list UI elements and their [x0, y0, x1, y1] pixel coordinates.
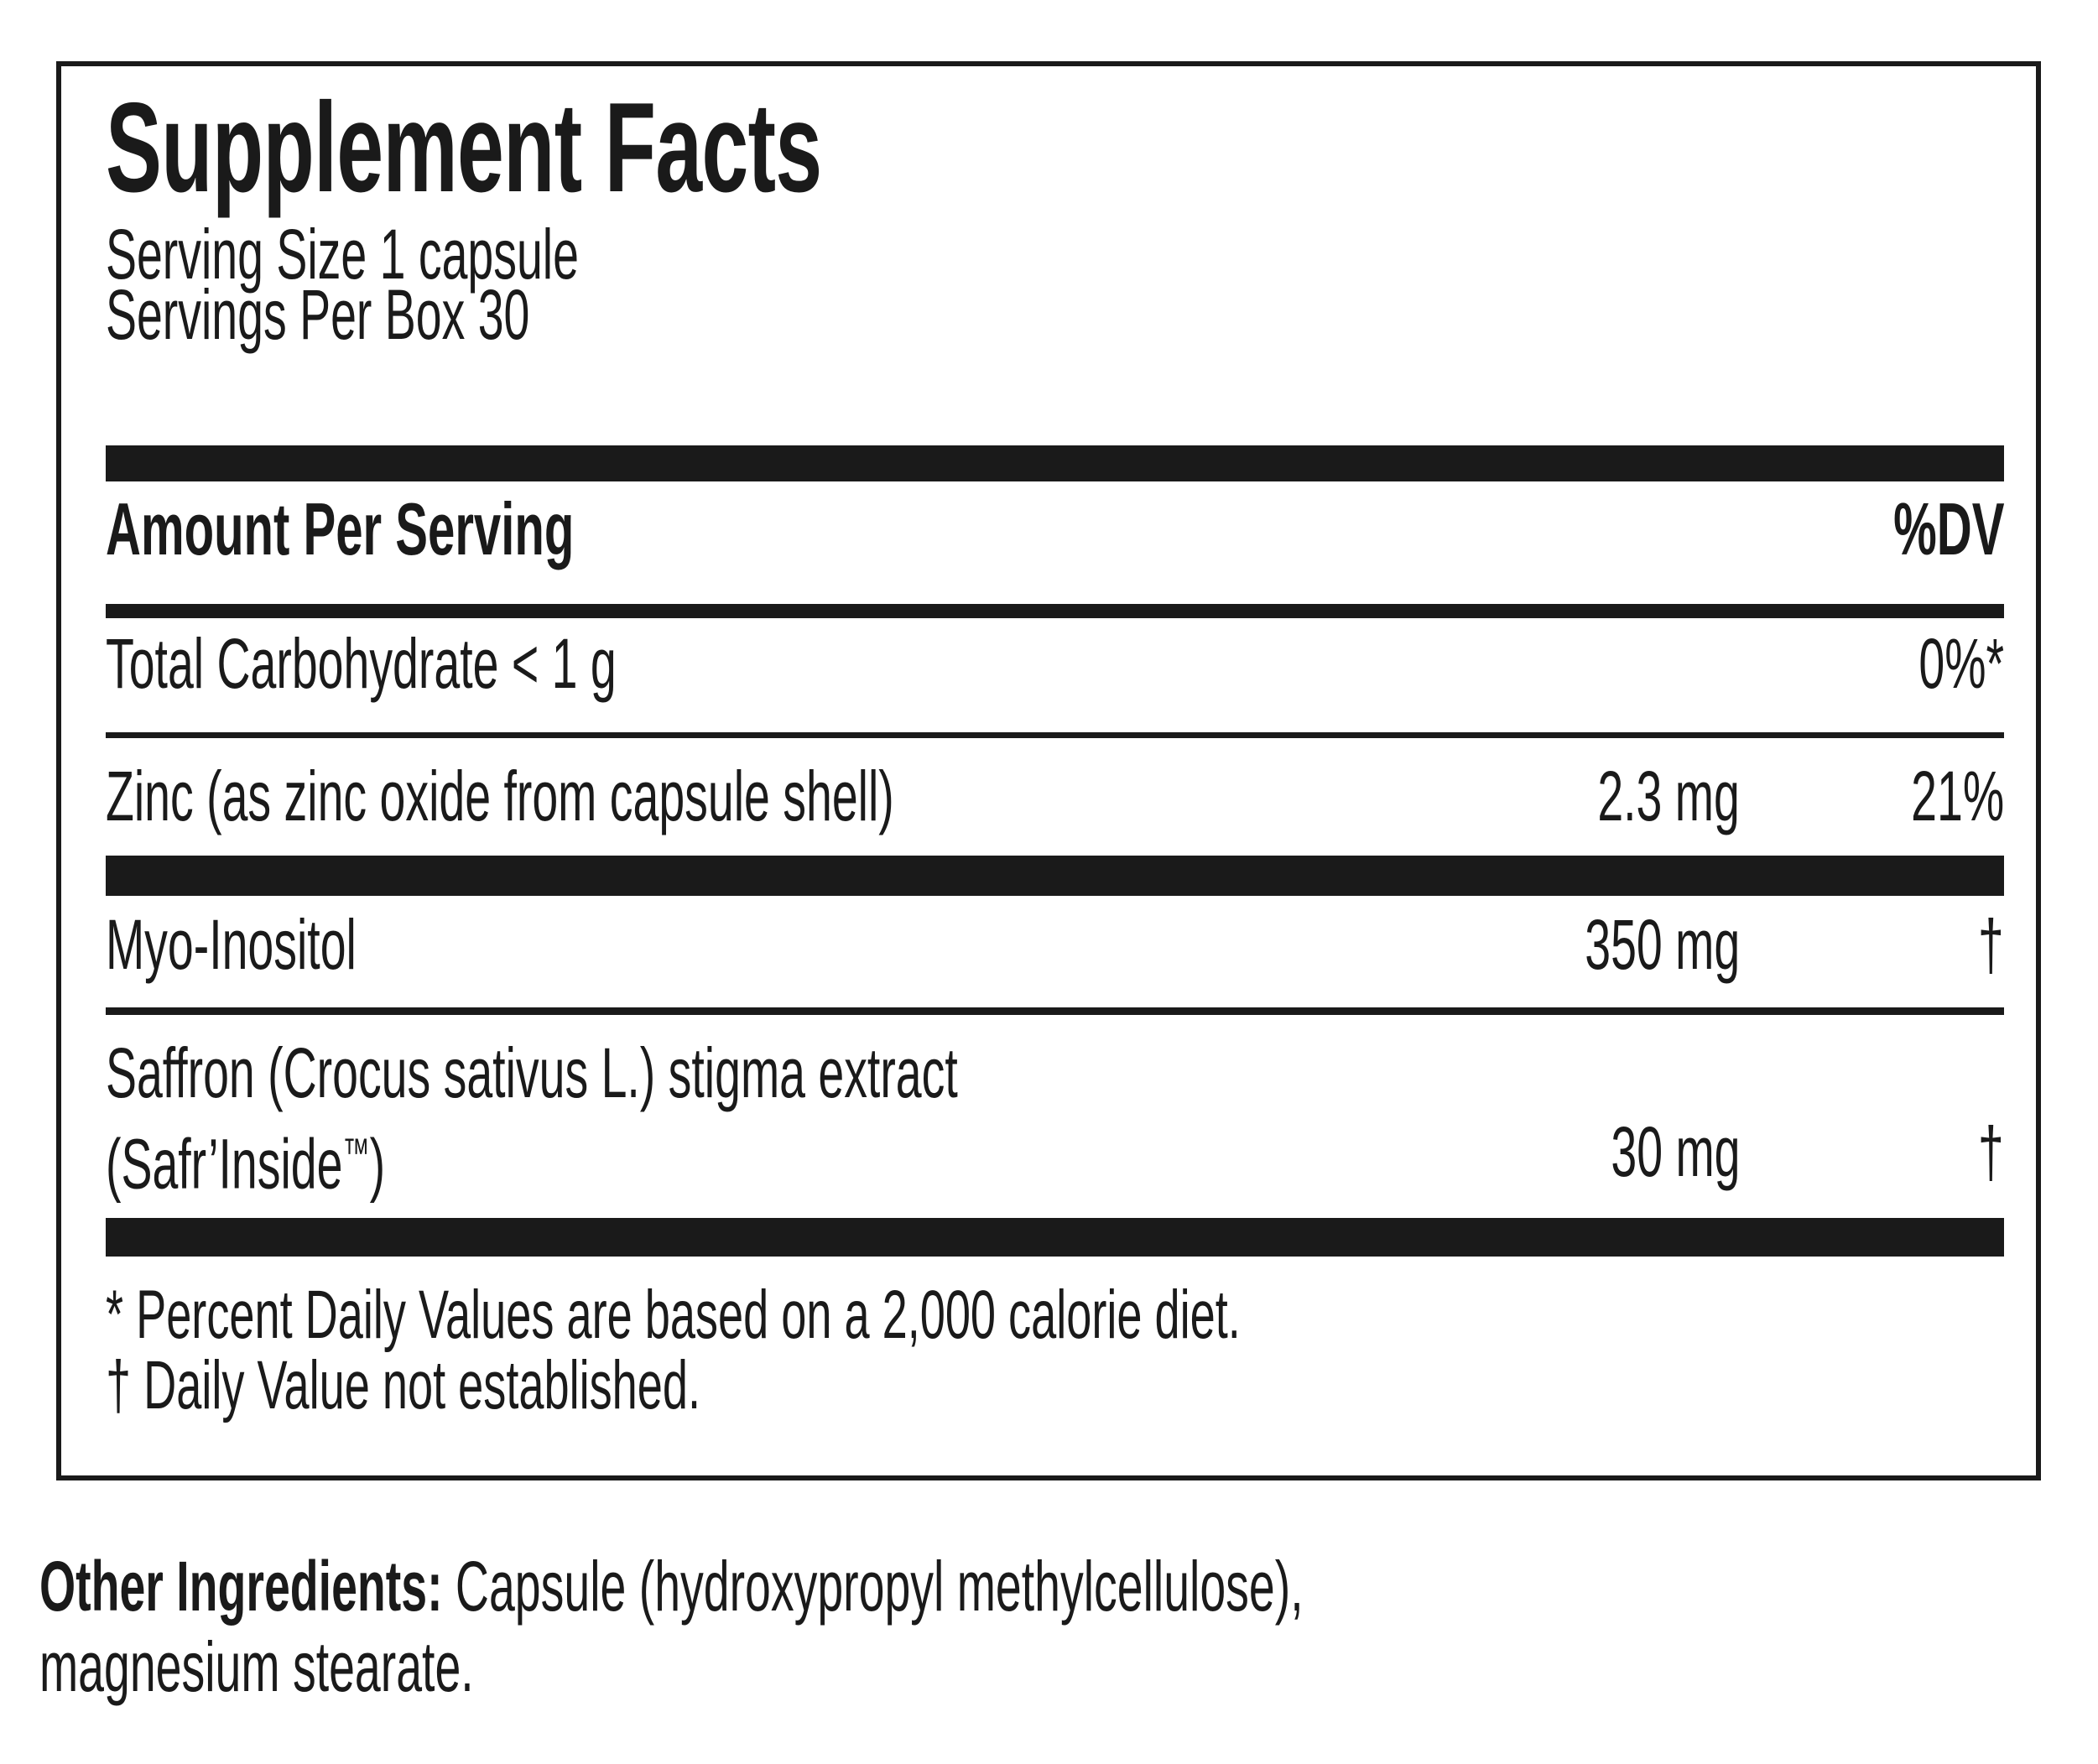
table-row: Myo-Inositol 350 mg † — [106, 906, 2004, 1007]
divider-thin-2 — [106, 1007, 2004, 1015]
table-header-row: Amount Per Serving %DV — [106, 491, 2004, 591]
other-ingredients-label: Other Ingredients: — [39, 1547, 443, 1626]
table-row: Zinc (as zinc oxide from capsule shell) … — [106, 757, 2004, 858]
nutrient-amount-saffron: 30 mg — [1610, 1112, 1740, 1191]
other-ingredients-line-2: magnesium stearate. — [39, 1626, 2069, 1707]
page-title: Supplement Facts — [106, 76, 1190, 219]
divider-thick-bottom — [106, 1218, 2004, 1257]
nutrient-dv-myo-inositol: † — [1978, 905, 2004, 984]
nutrient-name-total-carbohydrate: Total Carbohydrate < 1 g — [106, 624, 617, 703]
other-ingredients-block: Other Ingredients: Capsule (hydroxypropy… — [39, 1546, 2069, 1707]
divider-thin-1 — [106, 732, 2004, 738]
divider-thick-top — [106, 445, 2004, 481]
footnote-daily-value-not-established: † Daily Value not established. — [106, 1347, 701, 1423]
servings-per-container-text: Servings Per Box 30 — [106, 275, 530, 354]
nutrient-dv-zinc: 21% — [1911, 757, 2004, 835]
divider-under-header — [106, 604, 2004, 618]
other-ingredients-rest-2: magnesium stearate. — [39, 1627, 474, 1706]
nutrient-amount-zinc: 2.3 mg — [1597, 757, 1740, 835]
trademark-symbol: ™ — [342, 1131, 370, 1176]
serving-size-line: Serving Size 1 capsule — [106, 219, 822, 289]
serving-size-text: Serving Size 1 capsule — [106, 215, 579, 294]
nutrient-dv-total-carbohydrate: 0%* — [1918, 624, 2004, 703]
servings-per-container-line: Servings Per Box 30 — [106, 279, 748, 350]
other-ingredients-rest-1: Capsule (hydroxypropyl methylcellulose), — [442, 1547, 1304, 1626]
nutrient-name-saffron-brand: (Safr’Inside™) — [106, 1124, 386, 1204]
table-row: Total Carbohydrate < 1 g 0%* — [106, 625, 2004, 726]
nutrient-name-saffron: Saffron (Crocus sativus L.) stigma extra… — [106, 1033, 958, 1204]
other-ingredients-line-1: Other Ingredients: Capsule (hydroxypropy… — [39, 1546, 2069, 1626]
supplement-facts-inner: Supplement Facts Serving Size 1 capsule … — [106, 66, 2004, 1475]
supplement-facts-panel: Supplement Facts Serving Size 1 capsule … — [56, 61, 2041, 1480]
nutrient-dv-saffron: † — [1978, 1112, 2004, 1191]
nutrient-name-zinc: Zinc (as zinc oxide from capsule shell) — [106, 757, 894, 835]
percent-dv-header: %DV — [1892, 487, 2004, 570]
footnote-percent-daily-value: * Percent Daily Values are based on a 2,… — [106, 1277, 1241, 1353]
amount-per-serving-header: Amount Per Serving — [106, 487, 575, 570]
table-row: Saffron (Crocus sativus L.) stigma extra… — [106, 1033, 2004, 1213]
page-title-text: Supplement Facts — [106, 76, 822, 219]
nutrient-name-myo-inositol: Myo-Inositol — [106, 905, 357, 984]
nutrient-amount-myo-inositol: 350 mg — [1585, 905, 1740, 984]
divider-thick-middle — [106, 856, 2004, 896]
